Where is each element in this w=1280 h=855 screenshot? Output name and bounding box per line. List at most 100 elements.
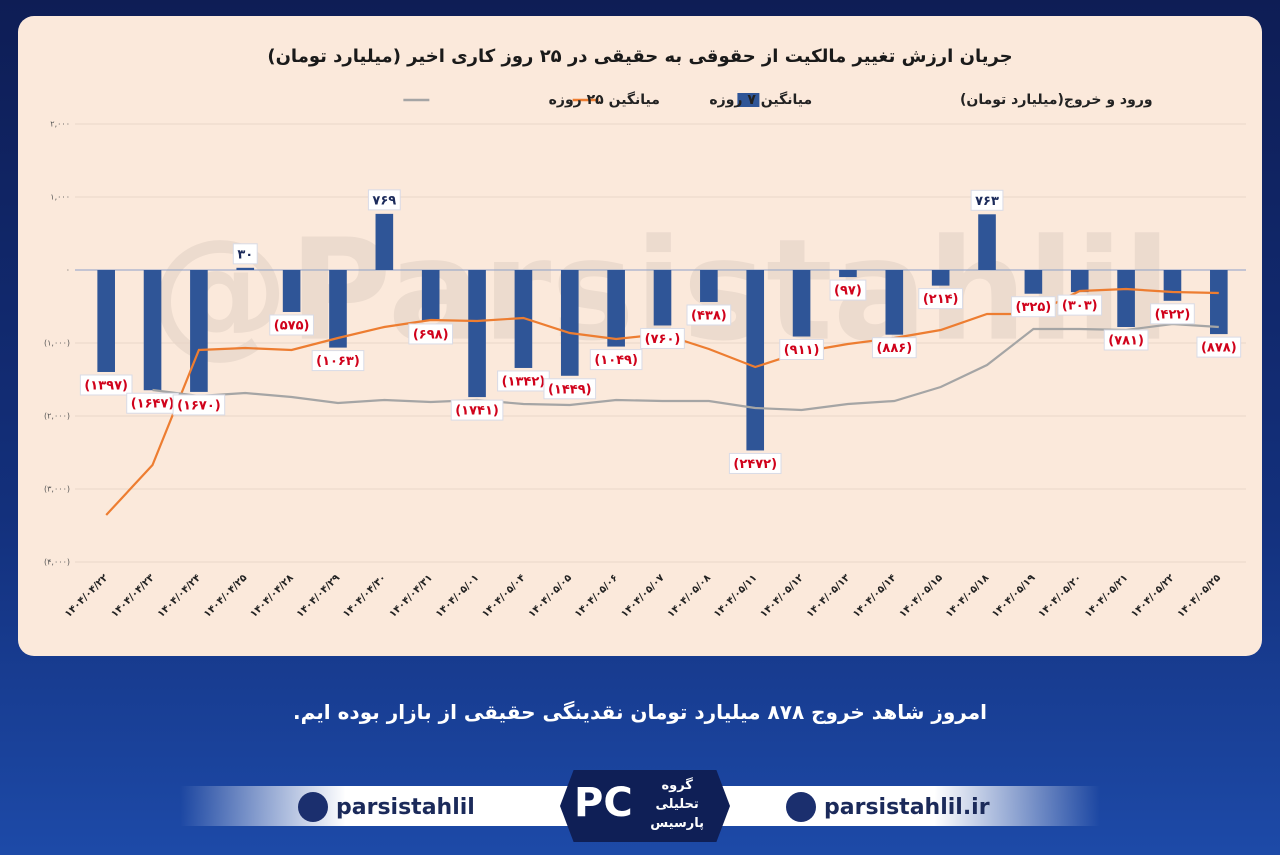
bar (653, 270, 672, 326)
bar (468, 270, 486, 398)
data-label-box (918, 288, 964, 310)
data-label-box (779, 339, 824, 361)
data-label-group: (۳۰۳) (1057, 294, 1103, 316)
logo-words: گروه تحلیلی پارسیس (650, 776, 704, 833)
bar (143, 270, 162, 391)
data-label-group: (۲۱۴) (918, 288, 964, 310)
data-label-group: ۷۶۳ (970, 189, 1004, 211)
telegram-text: parsistahlil (336, 794, 475, 820)
data-label-group: (۲۴۷۲) (728, 452, 782, 474)
data-label: (۸۸۶) (876, 341, 912, 356)
bar (190, 270, 208, 392)
data-label-box (450, 399, 504, 421)
x-tick-label: ۱۴۰۴/۰۵/۰۸ (666, 572, 713, 619)
data-label: (۱۰۴۹) (594, 353, 638, 368)
x-tick-label: ۱۴۰۴/۰۴/۲۸ (248, 572, 295, 619)
data-label: (۱۰۶۳) (316, 354, 360, 369)
data-label-box (970, 189, 1004, 211)
x-tick-label: ۱۴۰۴/۰۵/۲۰ (1037, 572, 1084, 619)
line (152, 322, 1219, 412)
x-tick-label: ۱۴۰۴/۰۵/۰۴ (480, 572, 527, 619)
data-label-box (589, 349, 643, 371)
data-label-group: (۸۷۸) (1196, 336, 1242, 358)
legend-label: ورود و خروج(میلیارد تومان) (960, 92, 1153, 108)
bar (746, 270, 765, 451)
data-label: (۹۱۱) (784, 343, 820, 358)
data-label-box (640, 327, 685, 349)
data-label: ۳۰ (237, 247, 253, 262)
data-label-box (543, 378, 597, 400)
data-label-group: (۴۳۸) (686, 304, 732, 326)
chart: جریان ارزش تغییر مالکیت از حقوقی به حقیق… (44, 46, 1246, 620)
x-tick-label: ۱۴۰۴/۰۴/۳۱ (387, 572, 434, 619)
y-tick-label: (۱,۰۰۰) (44, 339, 70, 348)
data-label: (۳۲۵) (1016, 300, 1052, 315)
data-label-group: (۷۸۱) (1103, 329, 1149, 351)
logo-word: تحلیلی (655, 797, 699, 812)
data-label-box (1103, 329, 1149, 351)
data-label-group: (۳۲۵) (1011, 296, 1056, 318)
data-label-group: (۵۷۵) (269, 314, 314, 336)
data-label-group: (۱۶۷۰) (172, 394, 226, 416)
data-label-group: (۹۱۱) (779, 339, 824, 361)
data-label-group: (۱۶۴۷) (126, 392, 179, 414)
bar (1117, 270, 1135, 328)
data-label: (۱۳۹۷) (84, 378, 128, 393)
x-tick-label: ۱۴۰۴/۰۵/۲۲ (1129, 572, 1176, 619)
x-tick-label: ۱۴۰۴/۰۵/۱۴ (851, 572, 898, 619)
data-label-box (871, 337, 917, 359)
bar (1210, 270, 1228, 335)
x-tick-label: ۱۴۰۴/۰۵/۰۶ (573, 572, 620, 619)
logo-word: پارسیس (650, 816, 704, 831)
bar (421, 270, 440, 321)
data-label-group: (۷۶۰) (640, 327, 685, 349)
data-label-box (408, 323, 454, 345)
data-label: ۷۶۳ (975, 194, 999, 209)
y-tick-label: ۲,۰۰۰ (50, 120, 70, 129)
data-label: (۱۳۴۲) (502, 374, 546, 389)
bar (375, 213, 394, 270)
data-label-box (311, 350, 365, 372)
x-tick-label: ۱۴۰۴/۰۴/۳۰ (341, 572, 388, 619)
y-tick-label: (۳,۰۰۰) (44, 485, 70, 494)
data-label-group: (۱۰۴۹) (589, 349, 643, 371)
data-label: (۲۴۷۲) (733, 457, 777, 472)
data-label: (۱۷۴۱) (455, 404, 499, 419)
x-tick-label: ۱۴۰۴/۰۴/۲۴ (156, 572, 203, 619)
data-label-group: ۳۰ (232, 243, 258, 265)
data-label: ۷۶۹ (372, 193, 396, 208)
y-tick-label: ۱,۰۰۰ (50, 193, 70, 202)
bar (839, 270, 857, 278)
legend-label: میانگین ۷ روزه (709, 91, 812, 108)
bar (1070, 270, 1089, 293)
y-tick-label: ۰ (66, 266, 70, 275)
bar (97, 270, 115, 372)
x-tick-label: ۱۴۰۴/۰۵/۲۱ (1083, 572, 1130, 619)
data-label: (۴۲۲) (1155, 307, 1191, 322)
data-label-box (686, 304, 732, 326)
data-label: (۷۸۱) (1108, 334, 1144, 349)
telegram-icon (298, 792, 328, 822)
bar (978, 214, 996, 270)
bar (282, 270, 301, 312)
x-tick-label: ۱۴۰۴/۰۵/۱۲ (758, 572, 805, 619)
x-tick-label: ۱۴۰۴/۰۵/۱۸ (944, 572, 991, 619)
data-label: (۱۶۷۰) (177, 398, 221, 413)
data-label-box (232, 243, 258, 265)
logo-mark: PC (574, 780, 633, 826)
bar (1163, 270, 1182, 301)
legend-label: میانگین ۲۵ روزه (549, 91, 660, 108)
legend-swatch (737, 93, 760, 107)
website-handle: parsistahlil.ir (786, 790, 990, 824)
bar (931, 270, 950, 286)
data-label: (۹۷) (834, 284, 862, 299)
data-label-box (79, 374, 133, 396)
data-label: (۲۱۴) (923, 292, 959, 307)
bar (607, 270, 625, 347)
data-label-box (1196, 336, 1242, 358)
x-tick-label: ۱۴۰۴/۰۵/۰۷ (619, 572, 666, 619)
x-tick-label: ۱۴۰۴/۰۵/۲۵ (1176, 572, 1223, 619)
x-tick-label: ۱۴۰۴/۰۵/۰۵ (527, 572, 574, 619)
bar (560, 270, 579, 376)
